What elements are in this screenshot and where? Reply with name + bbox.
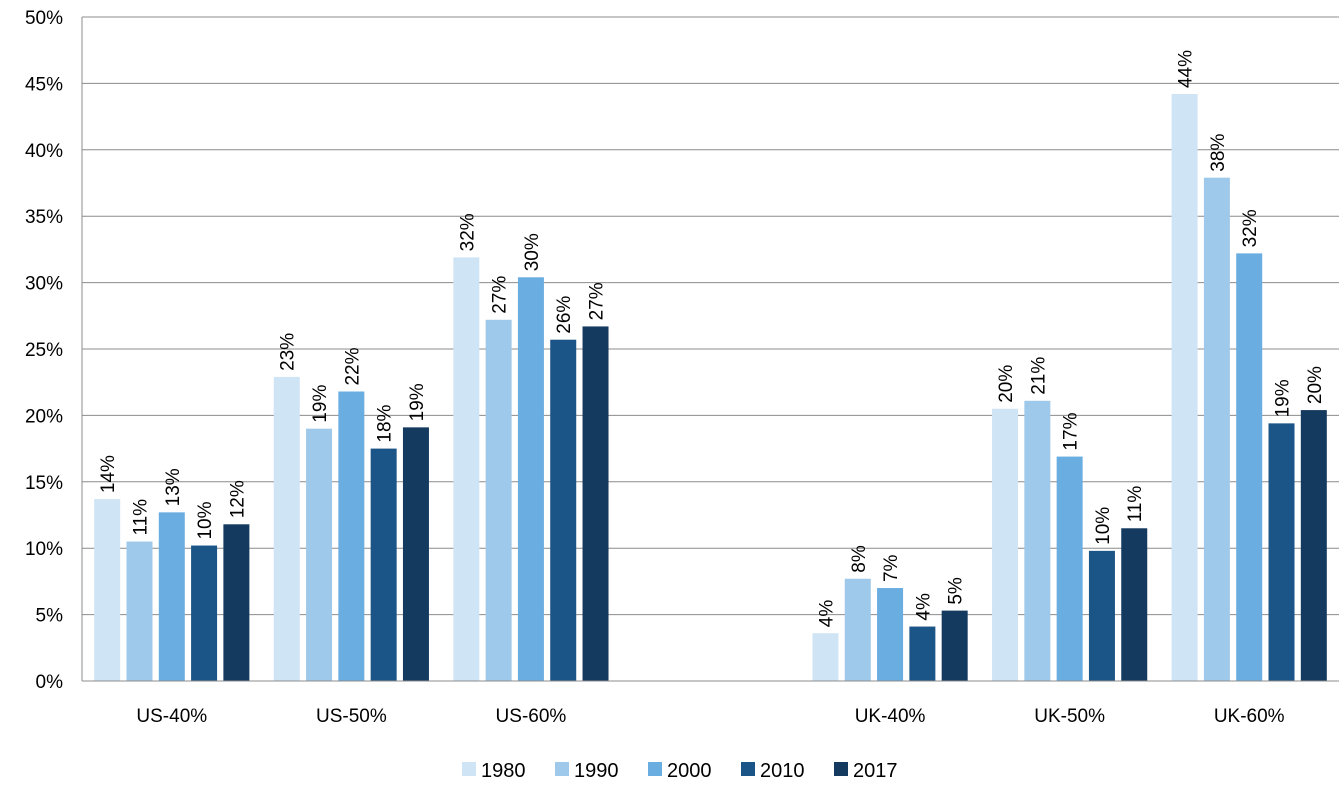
data-label: 44% xyxy=(1176,50,1197,88)
y-tick-label: 50% xyxy=(25,8,63,29)
gridlines xyxy=(82,16,1339,682)
legend-swatch xyxy=(834,762,848,776)
bar-2000-UK-50% xyxy=(1056,456,1083,681)
data-label: 32% xyxy=(1240,209,1261,247)
bar-2010-US-50% xyxy=(370,448,397,681)
bar-1980-UK-40% xyxy=(812,633,839,681)
data-label: 30% xyxy=(522,233,543,271)
y-axis: 0% 5% 10% 15% 20% 25% 30% 35% 40% 45% 50% xyxy=(25,8,83,693)
legend-swatch xyxy=(741,762,755,776)
bar-2017-UK-50% xyxy=(1121,528,1148,681)
x-category-label: UK-50% xyxy=(1034,706,1105,727)
bar-2010-US-40% xyxy=(191,545,218,681)
legend-swatch xyxy=(648,762,662,776)
data-label: 32% xyxy=(457,213,478,251)
bar-2000-US-40% xyxy=(158,512,185,681)
x-category-label: US-40% xyxy=(136,706,207,727)
legend-label: 2000 xyxy=(667,760,712,782)
data-label: 4% xyxy=(913,593,934,621)
y-tick-label: 20% xyxy=(25,406,63,427)
bar-2010-US-60% xyxy=(550,339,577,681)
bar-1990-UK-60% xyxy=(1203,177,1230,682)
y-tick-label: 35% xyxy=(25,207,63,228)
y-tick-label: 40% xyxy=(25,141,63,162)
bar-1990-UK-40% xyxy=(844,578,871,681)
data-label: 26% xyxy=(554,296,575,334)
bar-2017-US-50% xyxy=(402,427,429,681)
legend-label: 2017 xyxy=(853,760,898,782)
bar-2000-UK-40% xyxy=(877,588,904,681)
bar-2017-UK-60% xyxy=(1300,410,1327,681)
bar-1980-US-40% xyxy=(94,499,121,681)
legend-swatch xyxy=(555,762,569,776)
bars xyxy=(94,94,1327,682)
legend-label: 1990 xyxy=(574,760,619,782)
bar-1980-UK-50% xyxy=(992,408,1019,681)
x-category-label: US-50% xyxy=(316,706,387,727)
data-label: 27% xyxy=(587,282,608,320)
bar-2017-US-60% xyxy=(582,326,609,681)
data-label: 10% xyxy=(195,501,216,539)
bar-2010-UK-60% xyxy=(1268,423,1295,681)
data-label: 14% xyxy=(98,455,119,493)
data-label: 12% xyxy=(227,480,248,518)
x-category-label: US-60% xyxy=(496,706,567,727)
y-tick-label: 30% xyxy=(25,274,63,295)
bar-1990-US-50% xyxy=(306,428,333,681)
legend-item-2010: 2010 xyxy=(741,760,805,782)
data-label: 8% xyxy=(849,545,870,573)
data-label: 23% xyxy=(278,333,299,371)
y-tick-label: 10% xyxy=(25,539,63,560)
bar-1990-US-60% xyxy=(485,319,512,681)
data-label: 7% xyxy=(881,554,902,582)
data-label: 18% xyxy=(375,404,396,442)
legend-label: 2010 xyxy=(760,760,805,782)
bar-2010-UK-40% xyxy=(909,626,936,681)
data-label: 20% xyxy=(1305,366,1326,404)
data-label: 38% xyxy=(1208,134,1229,172)
x-axis: US-40% US-50% US-60% UK-40% UK-50% UK-60% xyxy=(82,680,1339,727)
data-label: 4% xyxy=(816,600,837,628)
legend-swatch xyxy=(462,762,476,776)
bar-2017-US-40% xyxy=(223,524,250,681)
y-tick-label: 15% xyxy=(25,473,63,494)
legend-item-1990: 1990 xyxy=(555,760,619,782)
data-label: 11% xyxy=(130,499,151,536)
data-label: 13% xyxy=(163,468,184,506)
data-label: 20% xyxy=(996,365,1017,403)
bar-2010-UK-50% xyxy=(1088,550,1115,681)
data-label: 21% xyxy=(1028,357,1049,395)
data-label: 10% xyxy=(1093,507,1114,545)
legend-item-1980: 1980 xyxy=(462,760,526,782)
y-tick-label: 0% xyxy=(36,672,64,693)
bar-2000-US-60% xyxy=(517,277,544,681)
bar-1980-UK-60% xyxy=(1171,94,1198,682)
data-label: 19% xyxy=(310,385,331,423)
y-tick-label: 45% xyxy=(25,74,63,95)
x-category-label: UK-60% xyxy=(1214,706,1285,727)
bar-1990-UK-50% xyxy=(1024,400,1051,681)
legend-label: 1980 xyxy=(481,760,526,782)
data-label: 19% xyxy=(1273,379,1294,417)
legend-item-2000: 2000 xyxy=(648,760,712,782)
bar-2000-US-50% xyxy=(338,391,365,681)
data-label: 27% xyxy=(490,276,511,314)
bar-2000-UK-60% xyxy=(1236,253,1263,681)
legend-item-2017: 2017 xyxy=(834,760,898,782)
data-labels: 14% 11% 13% 10% 12% 23% 19% 22% 18% 19% 32% 27% 30% 2… xyxy=(98,50,1326,627)
bar-1990-US-40% xyxy=(126,541,153,681)
data-label: 5% xyxy=(946,577,967,605)
bar-2017-UK-40% xyxy=(941,610,968,681)
y-tick-label: 5% xyxy=(36,606,64,627)
legend: 1980 1990 2000 2010 2017 xyxy=(462,760,898,782)
data-label: 22% xyxy=(342,347,363,385)
x-category-label: UK-40% xyxy=(855,706,926,727)
bar-1980-US-50% xyxy=(273,376,300,681)
data-label: 19% xyxy=(407,383,428,421)
data-label: 11% xyxy=(1125,486,1146,523)
y-tick-label: 25% xyxy=(25,340,63,361)
bar-1980-US-60% xyxy=(453,257,480,681)
data-label: 17% xyxy=(1061,412,1082,450)
